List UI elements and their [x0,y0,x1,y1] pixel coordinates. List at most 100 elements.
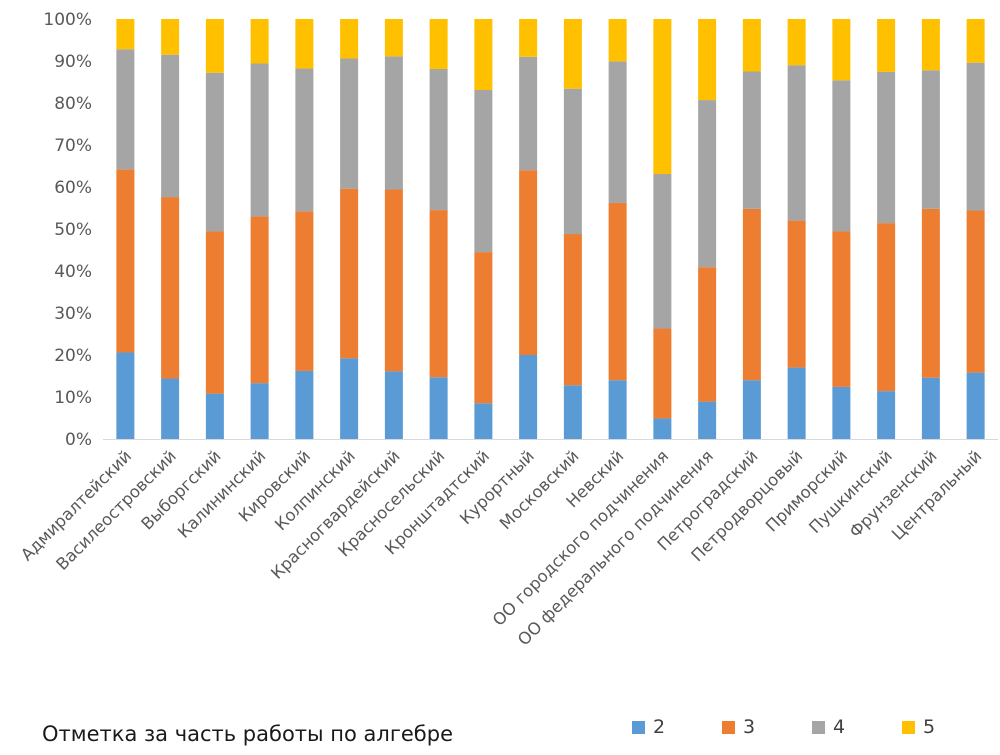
bar-segment [832,386,851,439]
bar-segment [384,19,403,57]
bar-segment [429,210,448,378]
bar-segment [161,378,180,439]
y-tick-label: 90% [54,52,92,72]
bar-segment [608,380,627,439]
bar-segment [698,19,717,101]
bar-segment [340,188,359,359]
bar-segment [832,231,851,387]
bar-segment [966,372,985,439]
y-tick-label: 20% [54,346,92,366]
bar-segment [295,211,314,371]
y-tick-label: 80% [54,94,92,114]
bar-segment [563,234,582,386]
y-tick-label: 30% [54,304,92,324]
bar-segment [340,358,359,439]
bar-segment [742,208,761,381]
legend: 2 3 4 5 [632,716,992,738]
legend-swatch-3 [722,720,735,734]
bar-segment [921,208,940,378]
bar-segment [966,62,985,211]
y-tick-label: 10% [54,388,92,408]
bar-segment [519,355,538,439]
bar-segment [116,169,135,353]
bar-segment [698,401,717,439]
bar-segment [653,328,672,419]
bar-segment [921,19,940,71]
y-tick-label: 40% [54,262,92,282]
bar-segment [877,19,896,72]
bar-segment [250,19,269,64]
bar-segment [563,385,582,439]
legend-swatch-5 [902,720,915,734]
bar-segment [698,267,717,402]
legend-label: 5 [923,716,936,738]
bar-segment [429,19,448,69]
bar-segment [921,70,940,209]
bar-segment [787,65,806,221]
bar-segment [742,71,761,209]
bar-segment [742,19,761,72]
bar-segment [340,19,359,59]
bar-segment [653,19,672,174]
bar-segment [653,173,672,329]
bar-segment [250,383,269,439]
bar-segment [698,100,717,268]
bar-segment [742,380,761,439]
bar-segment [205,231,224,394]
bar-segment [474,89,493,253]
bar-segment [921,377,940,439]
bar-segment [250,63,269,217]
bar-segment [205,19,224,73]
bar-segment [429,377,448,439]
bar-segment [250,216,269,384]
y-tick-label: 70% [54,136,92,156]
bar-segment [519,170,538,355]
legend-label: 3 [743,716,756,738]
bar-segment [877,391,896,439]
bar-segment [608,61,627,203]
bar-segment [116,352,135,439]
y-tick-label: 50% [54,220,92,240]
bar-segment [205,72,224,232]
bar-segment [474,252,493,404]
legend-label: 2 [653,716,666,738]
chart-title: Отметка за часть работы по алгебре [42,722,453,746]
bar-segment [474,19,493,90]
y-tick-label: 60% [54,178,92,198]
bar-segment [161,19,180,55]
bar-segment [608,19,627,62]
legend-item: 2 [632,716,722,738]
legend-item: 5 [902,716,992,738]
y-tick-label: 0% [65,430,92,450]
bar-segment [563,88,582,235]
bar-segment [474,403,493,439]
bar-segment [116,49,135,170]
bar-segment [384,189,403,372]
bar-segment [563,19,582,89]
legend-item: 4 [812,716,902,738]
bar-segment [519,56,538,171]
y-tick-label: 100% [43,10,92,30]
bar-segment [787,367,806,439]
bar-segment [877,223,896,392]
bar-segment [429,68,448,211]
bar-segment [787,19,806,66]
bar-segment [116,19,135,50]
bar-segment [966,19,985,63]
legend-swatch-2 [632,720,645,734]
bar-segment [787,220,806,368]
bar-segment [161,197,180,379]
legend-swatch-4 [812,720,825,734]
legend-label: 4 [833,716,846,738]
bar-segment [295,68,314,212]
bar-segment [832,19,851,81]
bar-segment [161,54,180,198]
bar-segment [295,19,314,69]
bar-segment [384,56,403,190]
bar-segment [384,371,403,439]
bar-segment [966,210,985,373]
bar-segment [519,19,538,57]
bar-segment [608,202,627,381]
